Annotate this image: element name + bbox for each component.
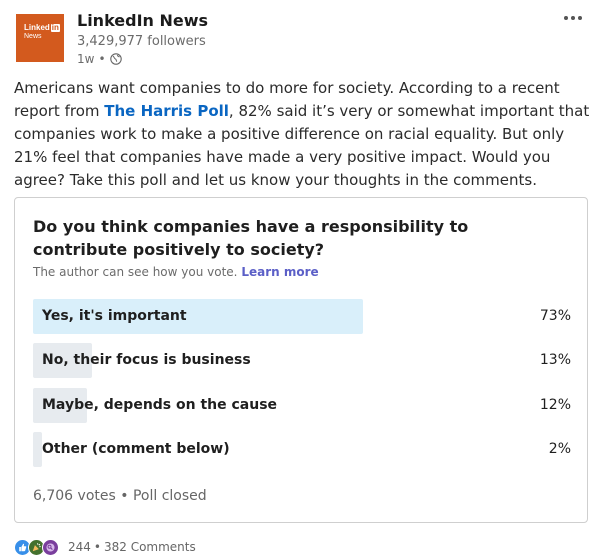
poll-result-bar (33, 299, 363, 334)
poll-result-bar (33, 343, 92, 378)
poll-option[interactable]: Yes, it's important 73% (33, 299, 571, 334)
poll-result-bar (33, 388, 87, 423)
poll-option-label: Yes, it's important (42, 308, 187, 324)
poll-status: Poll closed (132, 488, 207, 504)
post-time: 1w (77, 52, 95, 66)
linkedin-news-logo[interactable]: Linked in News (16, 14, 64, 62)
poll-footer: 6,706 votes • Poll closed (33, 488, 207, 504)
poll-option-percent: 12% (539, 397, 571, 413)
poll-option[interactable]: Other (comment below) 2% (33, 432, 571, 467)
follower-count: 3,429,977 followers (77, 34, 206, 49)
like-icon (14, 538, 31, 556)
poll-note-text: The author can see how you vote. (33, 265, 238, 279)
poll-option-percent: 73% (539, 308, 571, 324)
poll-option-percent: 2% (548, 441, 571, 457)
post-header: Linked in News LinkedIn News 3,429,977 fo… (0, 0, 600, 80)
author-name[interactable]: LinkedIn News (77, 11, 209, 30)
post-body: Americans want companies to do more for … (14, 77, 592, 192)
poll-option-percent: 13% (539, 352, 571, 368)
harris-poll-link[interactable]: The Harris Poll (104, 102, 229, 120)
globe-icon (109, 53, 122, 65)
reaction-count[interactable]: 244 (68, 540, 91, 554)
post-text-part-2: , 82% said it’s very or somewhat importa… (14, 102, 590, 189)
post-meta: 1w • (77, 52, 122, 66)
count-separator: • (93, 540, 101, 554)
comment-count[interactable]: 382 Comments (103, 540, 196, 554)
poll-privacy-note: The author can see how you vote. Learn m… (33, 265, 319, 279)
poll-question: Do you think companies have a responsibi… (33, 217, 469, 259)
social-counts: 244 • 382 Comments (14, 537, 196, 557)
more-options-icon[interactable] (558, 10, 588, 26)
logo-brand: Linked in (24, 23, 60, 32)
curious-icon (42, 538, 59, 556)
post-text-part-1: Americans want companies to do more for … (14, 79, 560, 120)
vote-count[interactable]: 6,706 votes (33, 488, 116, 504)
poll-card: Do you think companies have a responsibi… (14, 197, 588, 523)
logo-sub: News (24, 33, 42, 40)
poll-option-label: No, their focus is business (42, 352, 251, 368)
poll-option[interactable]: Maybe, depends on the cause 12% (33, 388, 571, 423)
poll-option-label: Other (comment below) (42, 441, 230, 457)
reaction-icons[interactable] (14, 538, 59, 556)
poll-option-label: Maybe, depends on the cause (42, 397, 278, 413)
poll-option[interactable]: No, their focus is business 13% (33, 343, 571, 378)
poll-result-bar (33, 432, 42, 467)
meta-separator: • (98, 52, 106, 66)
learn-more-link[interactable]: Learn more (241, 265, 319, 279)
engagement-counts: 244 • 382 Comments (68, 540, 196, 554)
